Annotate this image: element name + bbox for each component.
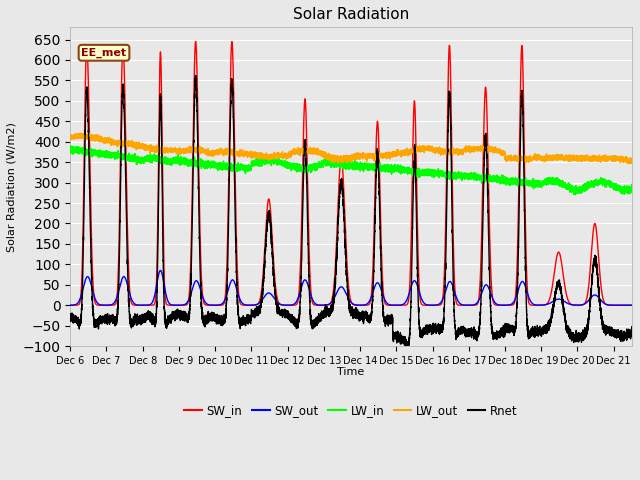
LW_out	[341, 155, 349, 160]
Rnet	[192, 72, 200, 78]
Rnet	[177, 312, 184, 317]
LW_out	[67, 134, 74, 140]
LW_in	[341, 159, 349, 165]
SW_in	[100, 302, 108, 308]
SW_in	[628, 302, 636, 308]
Line: LW_in: LW_in	[70, 146, 632, 195]
Rnet	[67, 311, 74, 317]
Text: EE_met: EE_met	[81, 48, 127, 58]
LW_in	[628, 181, 636, 187]
Line: LW_out: LW_out	[70, 133, 632, 164]
SW_out	[628, 302, 636, 308]
Line: Rnet: Rnet	[70, 75, 632, 350]
SW_in	[598, 291, 606, 297]
LW_in	[90, 147, 97, 153]
LW_out	[100, 137, 108, 143]
SW_out	[90, 291, 97, 297]
SW_in	[90, 288, 97, 294]
Line: SW_in: SW_in	[70, 42, 632, 305]
LW_out	[628, 160, 636, 166]
LW_out	[90, 135, 97, 141]
SW_in	[69, 302, 77, 308]
LW_out	[69, 134, 77, 140]
SW_out	[69, 302, 77, 308]
Rnet	[341, 236, 349, 241]
Rnet	[598, 316, 606, 322]
Rnet	[100, 317, 108, 323]
SW_out	[157, 267, 164, 273]
SW_out	[177, 302, 184, 308]
Line: SW_out: SW_out	[70, 270, 632, 305]
LW_in	[572, 192, 579, 198]
SW_out	[341, 288, 349, 294]
LW_in	[67, 143, 74, 149]
LW_out	[85, 130, 93, 136]
LW_in	[100, 153, 108, 158]
SW_in	[67, 302, 74, 308]
SW_in	[192, 39, 200, 45]
Rnet	[69, 315, 77, 321]
SW_out	[598, 299, 606, 304]
SW_in	[341, 212, 349, 218]
LW_out	[598, 155, 606, 161]
LW_in	[598, 179, 606, 184]
Title: Solar Radiation: Solar Radiation	[293, 7, 409, 22]
SW_out	[67, 302, 74, 308]
LW_in	[177, 157, 184, 163]
LW_in	[69, 147, 77, 153]
Y-axis label: Solar Radiation (W/m2): Solar Radiation (W/m2)	[7, 122, 17, 252]
LW_out	[624, 161, 632, 167]
LW_out	[177, 148, 184, 154]
Rnet	[403, 348, 411, 353]
SW_out	[100, 302, 108, 308]
Rnet	[90, 310, 97, 316]
Rnet	[628, 324, 636, 329]
X-axis label: Time: Time	[337, 367, 365, 377]
Legend: SW_in, SW_out, LW_in, LW_out, Rnet: SW_in, SW_out, LW_in, LW_out, Rnet	[179, 400, 522, 422]
SW_in	[177, 302, 184, 308]
